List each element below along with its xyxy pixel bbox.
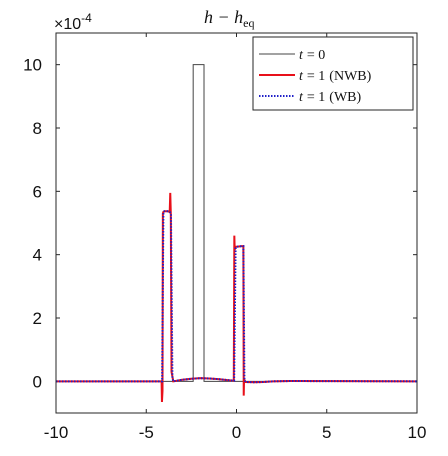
x-tick-label: -5 xyxy=(139,423,154,442)
axis-exponent: ×10-4 xyxy=(54,11,92,33)
y-tick-label: 4 xyxy=(33,246,42,265)
y-tick-label: 2 xyxy=(33,309,42,328)
series-line-0 xyxy=(56,64,417,382)
tick-labels-layer: -10 -5 0 5 10 0 2 4 6 8 10 xyxy=(23,56,426,442)
x-tick-label: 5 xyxy=(322,423,331,442)
y-tick-label: 8 xyxy=(33,119,42,138)
x-tick-label: 0 xyxy=(232,423,241,442)
legend-label-0: t = 0 xyxy=(299,48,325,63)
y-tick-label: 0 xyxy=(33,372,42,391)
legend-box xyxy=(252,36,414,111)
legend-entry-2: t = 1 (WB) xyxy=(259,90,362,105)
legend-label-1: t = 1 (NWB) xyxy=(299,69,372,84)
plot-area xyxy=(56,64,418,402)
legend-label-2: t = 1 (WB) xyxy=(299,90,362,105)
series-line-2 xyxy=(56,210,418,384)
series-line-1 xyxy=(56,192,418,402)
legend-entry-0: t = 0 xyxy=(259,48,325,63)
x-tick-label: 10 xyxy=(408,423,427,442)
y-tick-label: 6 xyxy=(33,182,42,201)
x-tick-label: -10 xyxy=(44,423,69,442)
axes-frame xyxy=(55,32,418,414)
chart-title: h − heq xyxy=(204,7,254,30)
legend-entry-1: t = 1 (NWB) xyxy=(259,69,372,84)
legend: t = 0 t = 1 (NWB) t = 1 (WB) xyxy=(252,36,414,111)
y-tick-label: 10 xyxy=(23,56,42,75)
